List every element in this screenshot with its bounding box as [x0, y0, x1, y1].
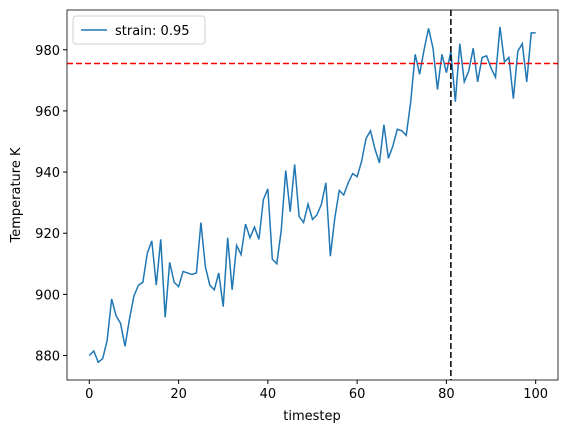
x-tick-label: 0: [85, 387, 93, 402]
x-tick-label: 60: [349, 387, 366, 402]
y-tick-label: 920: [35, 227, 60, 242]
y-tick-label: 940: [35, 166, 60, 181]
x-tick-label: 80: [438, 387, 455, 402]
x-tick-label: 20: [170, 387, 187, 402]
x-axis-label: timestep: [283, 409, 341, 424]
plot-frame: [66, 9, 559, 381]
legend-label: strain: 0.95: [115, 24, 190, 39]
y-tick-label: 980: [35, 44, 60, 59]
x-tick-label: 100: [523, 387, 548, 402]
data-line: [88, 26, 536, 364]
legend-box: [72, 15, 206, 45]
y-tick-label: 900: [35, 288, 60, 303]
y-tick-label: 960: [35, 105, 60, 120]
x-tick-label: 40: [260, 387, 277, 402]
y-tick-label: 880: [35, 350, 60, 365]
y-axis-label: Temperature K: [9, 147, 24, 243]
